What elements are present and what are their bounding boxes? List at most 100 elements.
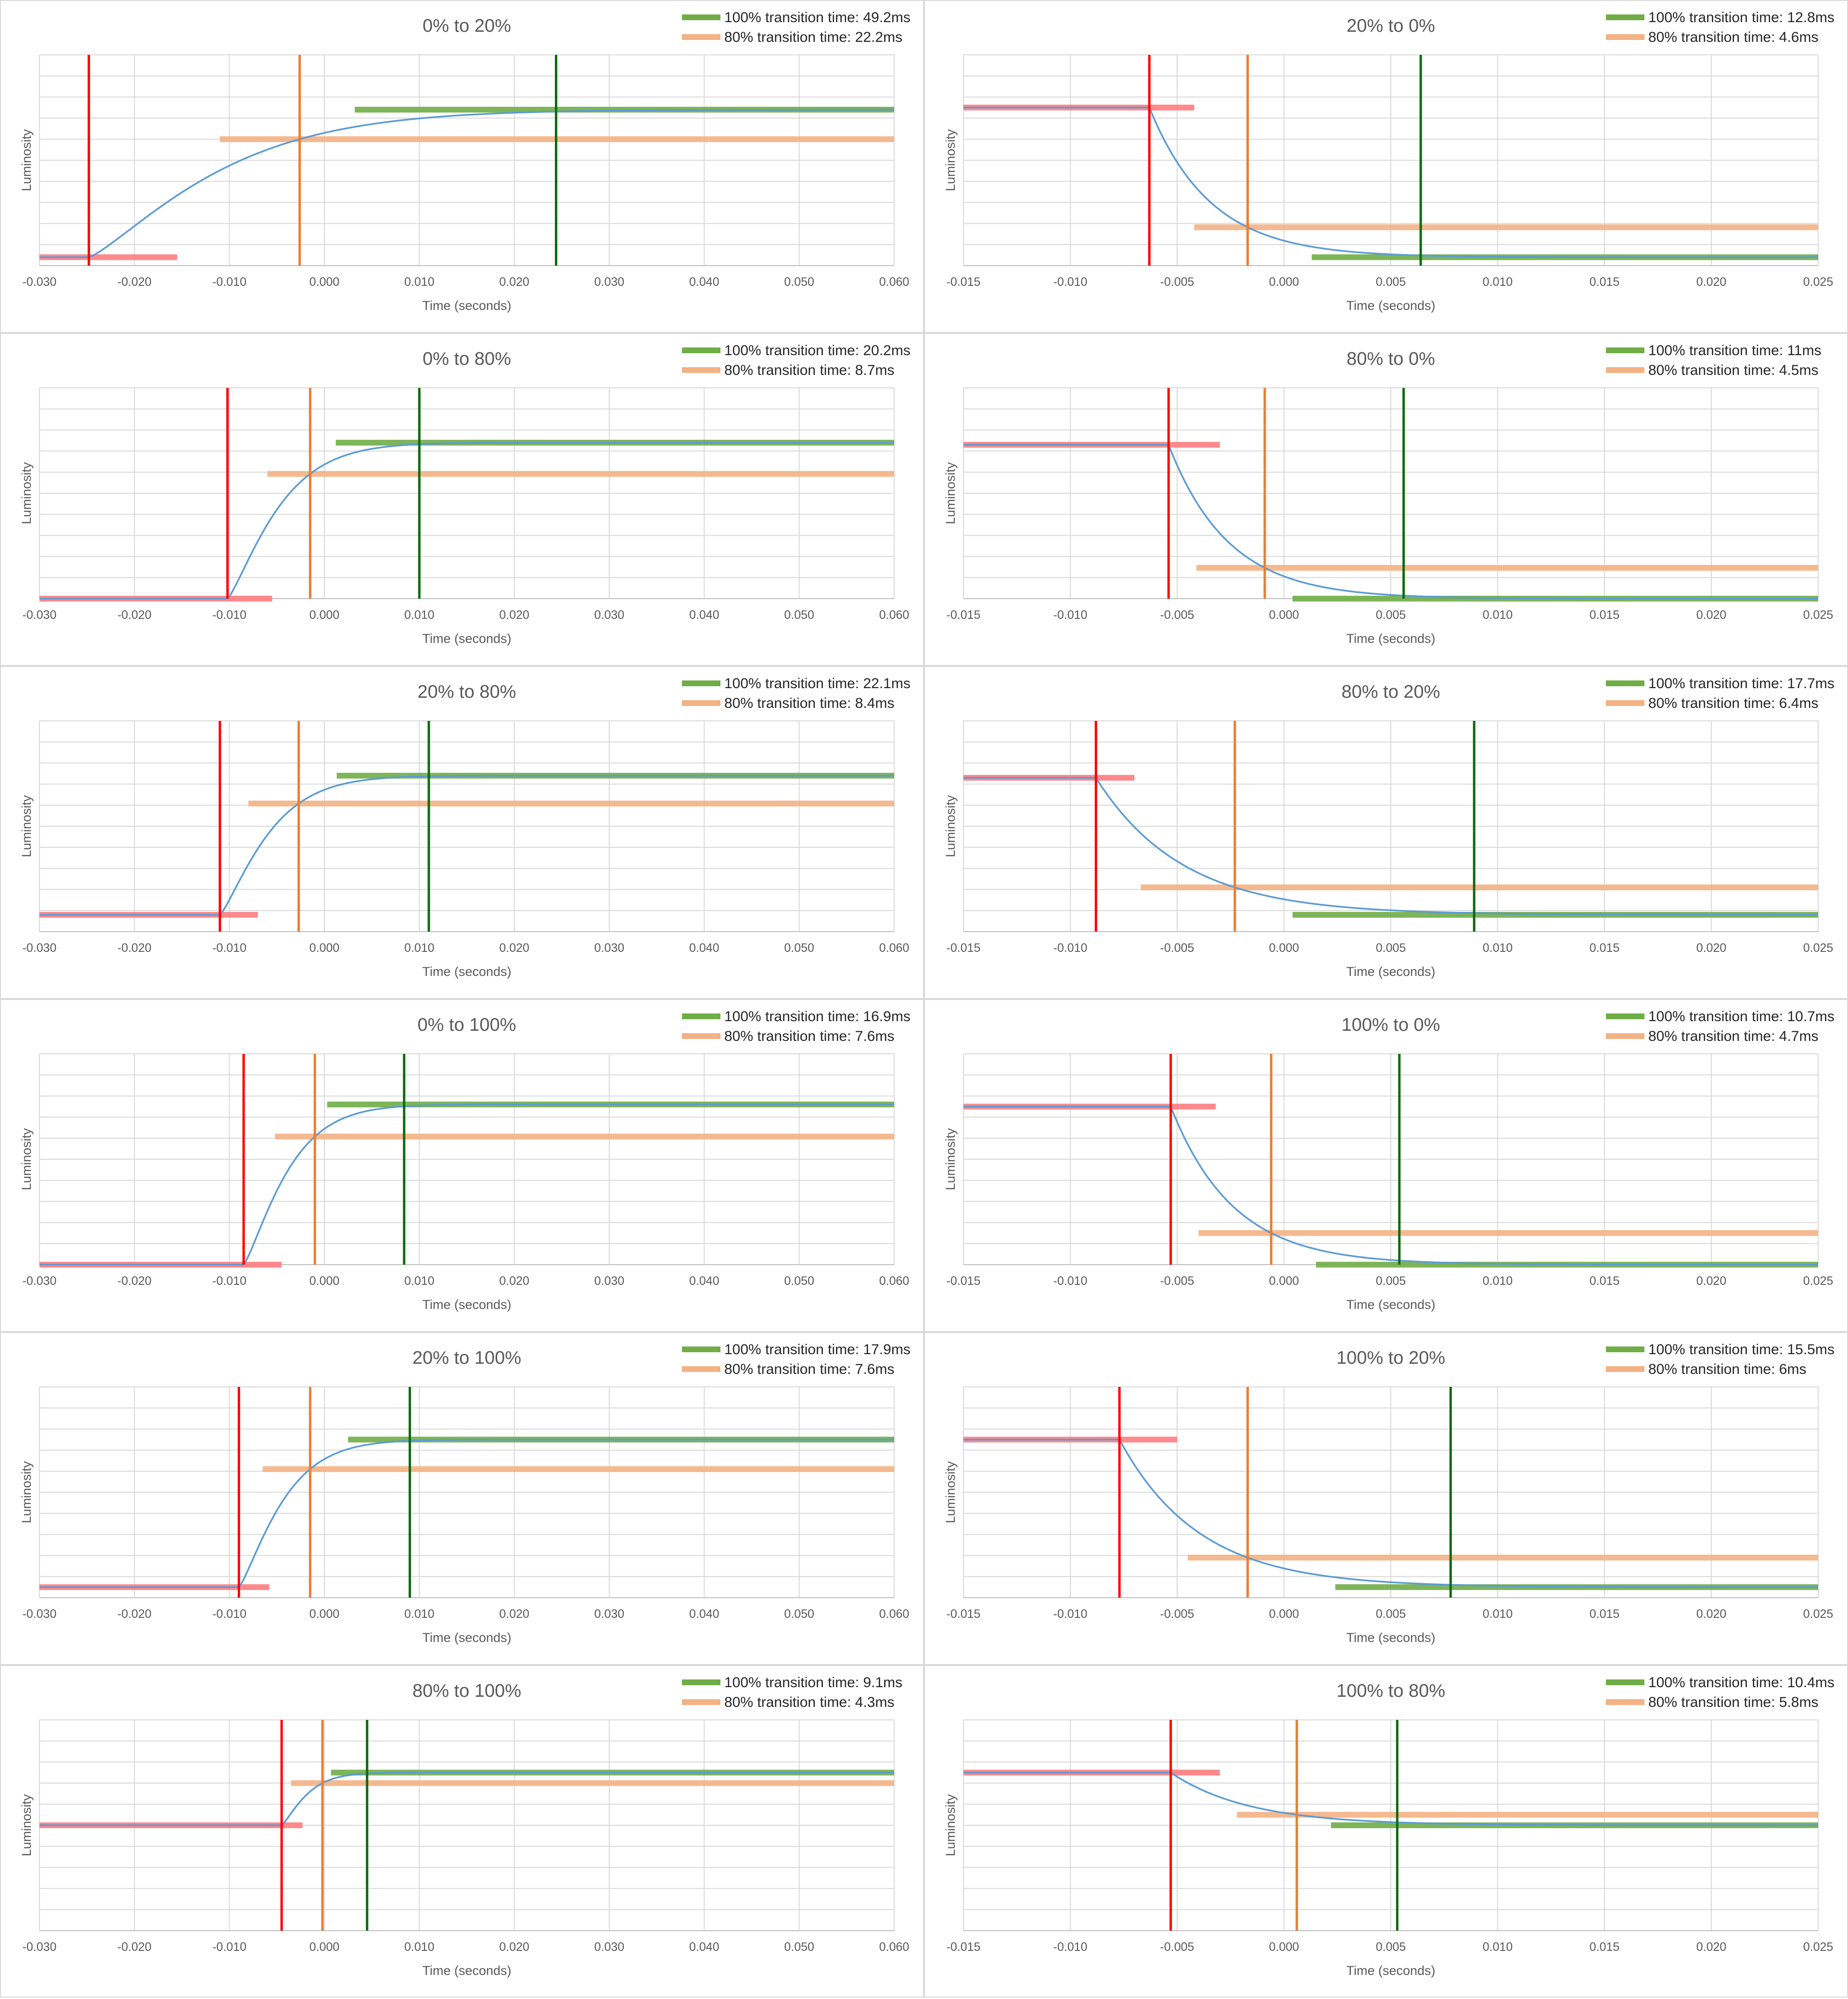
x-tick-label: -0.030 [23,608,57,622]
chart-svg: -0.015 -0.010 -0.005 0.000 0.005 0.010 0.015 0.… [943,343,1833,646]
x-tick-label: 0.020 [499,1940,529,1954]
legend-label-80: 80% transition time: 8.7ms [724,362,894,378]
x-tick-label: 0.060 [879,1607,910,1621]
x-tick-label: 0.010 [404,1274,435,1288]
luminosity-curve [39,1771,894,1826]
x-tick-label: 0.030 [594,1940,625,1954]
chart-panel: -0.030 -0.020 -0.010 0.000 0.010 0.020 0.030 0.… [0,1332,924,1665]
y-axis-label: Luminosity [943,129,958,192]
x-tick-label: 0.030 [594,1274,625,1288]
legend-label-80: 80% transition time: 4.6ms [1648,29,1818,45]
x-axis-label: Time (seconds) [1346,1297,1435,1312]
x-tick-label: 0.020 [1696,275,1727,289]
chart-svg: -0.030 -0.020 -0.010 0.000 0.010 0.020 0.030 0.… [19,343,911,646]
luminosity-curve [963,1438,1818,1588]
x-tick-label: 0.020 [1696,1274,1727,1288]
x-tick-label: 0.000 [1269,275,1299,289]
legend-label-80: 80% transition time: 6ms [1648,1361,1806,1377]
legend-label-100: 100% transition time: 49.2ms [724,10,911,26]
x-tick-label: 0.015 [1590,275,1620,289]
x-tick-label: -0.015 [947,1274,981,1288]
legend-label-80: 80% transition time: 4.5ms [1648,362,1818,378]
chart-svg: -0.030 -0.020 -0.010 0.000 0.010 0.020 0.030 0.… [19,10,911,313]
x-tick-label: 0.060 [879,275,910,289]
legend-label-80: 80% transition time: 7.6ms [724,1361,894,1377]
y-axis-label: Luminosity [19,462,34,525]
x-tick-label: 0.030 [594,275,625,289]
x-tick-label: 0.040 [689,1607,719,1621]
x-tick-label: 0.005 [1376,941,1406,955]
x-tick-label: 0.010 [1483,1274,1513,1288]
legend-label-80: 80% transition time: 6.4ms [1648,695,1818,711]
x-tick-label: 0.020 [1696,1940,1727,1954]
x-tick-label: 0.020 [499,1274,529,1288]
legend-label-80: 80% transition time: 5.8ms [1648,1694,1818,1710]
x-tick-label: 0.010 [1483,1607,1513,1621]
chart-svg: -0.015 -0.010 -0.005 0.000 0.005 0.010 0.015 0.… [943,1009,1835,1312]
y-axis-label: Luminosity [943,462,958,525]
chart-title: 0% to 100% [418,1015,516,1035]
x-tick-label: 0.005 [1376,1940,1406,1954]
chart-title: 0% to 20% [423,16,511,36]
x-tick-label: -0.030 [23,275,57,289]
x-tick-label: 0.060 [879,941,910,955]
x-tick-label: 0.000 [1269,1274,1299,1288]
x-tick-label: 0.060 [879,1940,910,1954]
x-tick-label: 0.020 [499,941,529,955]
chart-svg: -0.030 -0.020 -0.010 0.000 0.010 0.020 0.030 0.… [19,676,911,979]
legend-label-100: 100% transition time: 12.8ms [1648,10,1835,26]
legend-label-100: 100% transition time: 9.1ms [724,1675,902,1691]
x-tick-label: 0.015 [1590,1940,1620,1954]
chart-svg: -0.030 -0.020 -0.010 0.000 0.010 0.020 0.030 0.… [19,1675,910,1978]
x-tick-label: 0.020 [1696,608,1727,622]
x-tick-label: -0.010 [1053,1274,1088,1288]
x-tick-label: 0.050 [784,1274,814,1288]
x-axis-label: Time (seconds) [1346,298,1435,313]
luminosity-curve [39,1438,894,1588]
chart-svg: -0.030 -0.020 -0.010 0.000 0.010 0.020 0.030 0.… [19,1342,911,1645]
x-tick-label: -0.005 [1160,1940,1194,1954]
x-tick-label: 0.060 [879,608,910,622]
y-axis-label: Luminosity [943,1461,958,1524]
x-tick-label: 0.000 [309,1607,340,1621]
x-tick-label: 0.040 [689,1274,719,1288]
chart-title: 100% to 20% [1336,1348,1445,1368]
x-tick-label: -0.005 [1160,1607,1194,1621]
chart-title: 0% to 80% [423,349,511,369]
chart-panel: -0.015 -0.010 -0.005 0.000 0.005 0.010 0.015 0.… [924,1665,1848,1998]
legend-label-80: 80% transition time: 7.6ms [724,1028,894,1044]
x-tick-label: -0.010 [212,275,246,289]
x-tick-label: 0.030 [594,608,625,622]
legend-label-100: 100% transition time: 17.7ms [1648,676,1835,692]
x-tick-label: 0.000 [1269,941,1299,955]
x-tick-label: 0.015 [1590,608,1620,622]
x-tick-label: -0.010 [212,941,246,955]
x-tick-label: -0.010 [1053,1940,1088,1954]
x-tick-label: 0.015 [1590,1607,1620,1621]
x-tick-label: 0.010 [404,608,435,622]
y-axis-label: Luminosity [943,795,958,858]
x-tick-label: -0.005 [1160,608,1194,622]
luminosity-curve [39,442,894,600]
y-axis-label: Luminosity [19,1794,34,1857]
y-axis-label: Luminosity [19,1128,34,1191]
x-tick-label: -0.005 [1160,275,1194,289]
x-axis-label: Time (seconds) [1346,631,1435,646]
legend-label-80: 80% transition time: 8.4ms [724,695,894,711]
legend-label-100: 100% transition time: 10.7ms [1648,1009,1835,1025]
chart-svg: -0.015 -0.010 -0.005 0.000 0.005 0.010 0.015 0.… [943,1675,1835,1978]
x-tick-label: -0.010 [1053,608,1088,622]
chart-svg: -0.015 -0.010 -0.005 0.000 0.005 0.010 0.015 0.… [943,10,1835,313]
x-tick-label: -0.030 [23,941,57,955]
legend-label-80: 80% transition time: 4.7ms [1648,1028,1818,1044]
chart-panel: -0.030 -0.020 -0.010 0.000 0.010 0.020 0.030 0.… [0,666,924,999]
x-tick-label: -0.010 [212,1940,246,1954]
legend-label-100: 100% transition time: 11ms [1648,343,1822,359]
chart-panel: -0.015 -0.010 -0.005 0.000 0.005 0.010 0.015 0.… [924,666,1848,999]
chart-svg: -0.015 -0.010 -0.005 0.000 0.005 0.010 0.015 0.… [943,676,1835,979]
chart-panel: -0.015 -0.010 -0.005 0.000 0.005 0.010 0.015 0.… [924,1332,1848,1665]
legend-label-80: 80% transition time: 4.3ms [724,1694,894,1710]
chart-panel: -0.015 -0.010 -0.005 0.000 0.005 0.010 0.015 0.… [924,999,1848,1332]
chart-title: 80% to 20% [1342,682,1440,702]
